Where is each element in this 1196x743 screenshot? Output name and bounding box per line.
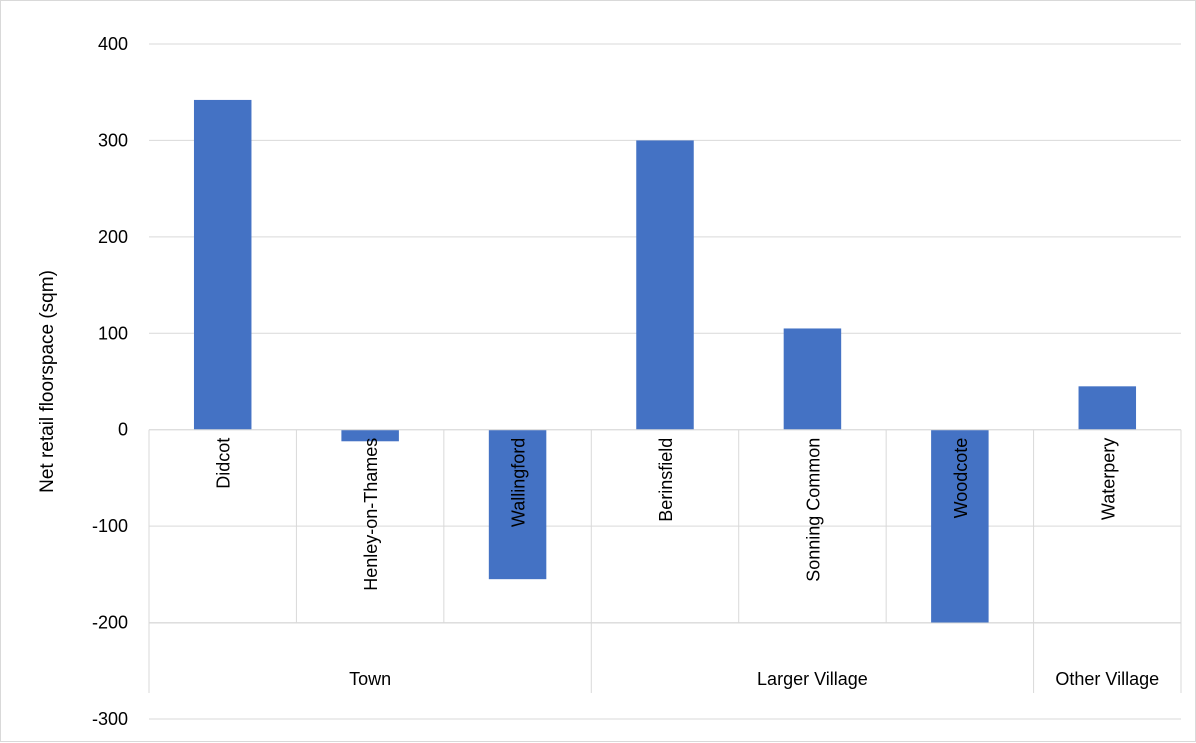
bar-woodcote — [931, 429, 989, 623]
category-labels: Didcot Henley-on-Thames Wallingford Berinsf… — [214, 438, 1119, 591]
bars — [193, 99, 1137, 623]
bar-wallingford — [488, 429, 547, 580]
category-label: Wallingford — [509, 438, 529, 527]
group-labels: Town Larger Village Other Village — [349, 669, 1159, 689]
bar-sonning-common — [783, 328, 842, 430]
y-tick-label: -100 — [92, 516, 128, 536]
y-tick-label: -200 — [92, 613, 128, 633]
category-label: Sonning Common — [803, 438, 823, 582]
bar-henley-on-thames — [341, 429, 399, 442]
y-tick-label: 400 — [98, 34, 128, 54]
group-label: Larger Village — [757, 669, 868, 689]
category-label: Berinsfield — [656, 438, 676, 522]
category-axis-lines — [148, 429, 1182, 693]
y-tick-label: 0 — [118, 420, 128, 440]
y-tick-label: -300 — [92, 709, 128, 729]
group-label: Town — [349, 669, 391, 689]
category-label: Waterpery — [1098, 438, 1118, 520]
y-tick-label: 100 — [98, 323, 128, 343]
bar-didcot — [193, 99, 252, 430]
bar-berinsfield — [636, 140, 694, 430]
y-axis-ticks: 400 300 200 100 0 -100 -200 -300 — [92, 34, 128, 729]
y-tick-label: 300 — [98, 130, 128, 150]
bar-waterpery — [1078, 386, 1137, 430]
category-label: Woodcote — [951, 438, 971, 519]
y-axis-title: Net retail floorspace (sqm) — [37, 270, 58, 493]
category-label: Henley-on-Thames — [361, 438, 381, 591]
y-tick-label: 200 — [98, 227, 128, 247]
group-label: Other Village — [1055, 669, 1159, 689]
category-label: Didcot — [214, 438, 234, 489]
